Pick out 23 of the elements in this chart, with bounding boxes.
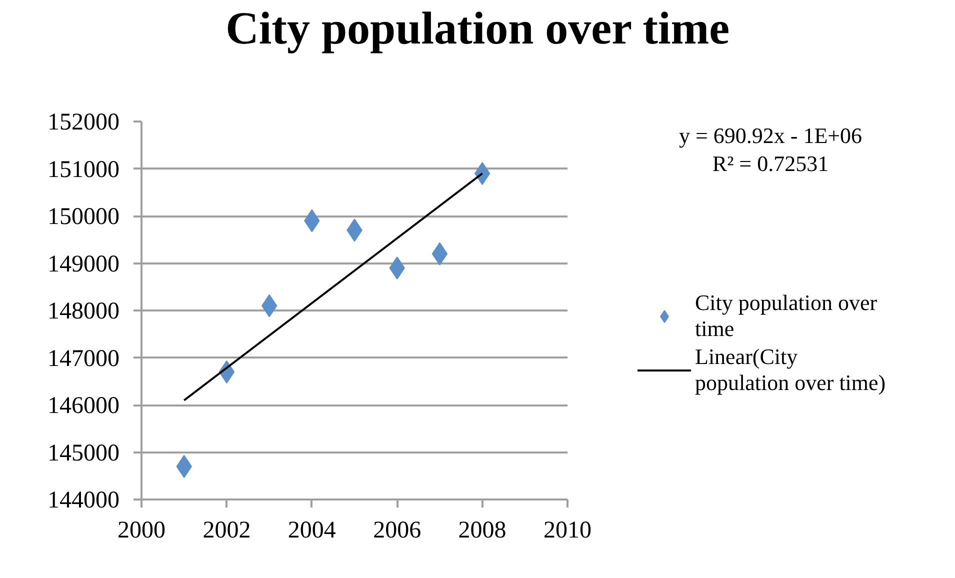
- y-tick-label: 145000: [48, 440, 120, 466]
- y-tick-label: 149000: [48, 251, 120, 278]
- point: [261, 294, 278, 318]
- y-tick-label: 152000: [48, 110, 120, 136]
- point: [432, 242, 448, 266]
- y-tick-label: 151000: [48, 156, 120, 183]
- x-tick-label: 2004: [288, 518, 336, 544]
- x-tick-label: 2008: [458, 518, 506, 544]
- x-tick-label: 2006: [373, 518, 422, 544]
- y-tick-label: 150000: [48, 204, 120, 230]
- text: R² = 0.72531: [712, 151, 829, 176]
- point: [474, 162, 490, 185]
- legend-label: Linear(City population over time): [695, 344, 886, 396]
- y-tick-label: 148000: [48, 298, 120, 324]
- text: y = 690.92x - 1E+06: [678, 123, 862, 148]
- legend-label: City population over time: [695, 290, 878, 342]
- y-tick-label: 146000: [48, 393, 120, 419]
- x-tick-label: 2002: [202, 518, 251, 544]
- x-tick-label: 2000: [118, 518, 166, 544]
- y-tick-label: 144000: [48, 488, 120, 514]
- y-tick-label: 147000: [48, 346, 120, 372]
- x-tick-label: 2010: [544, 518, 592, 544]
- chart-title: City population over time: [226, 2, 730, 54]
